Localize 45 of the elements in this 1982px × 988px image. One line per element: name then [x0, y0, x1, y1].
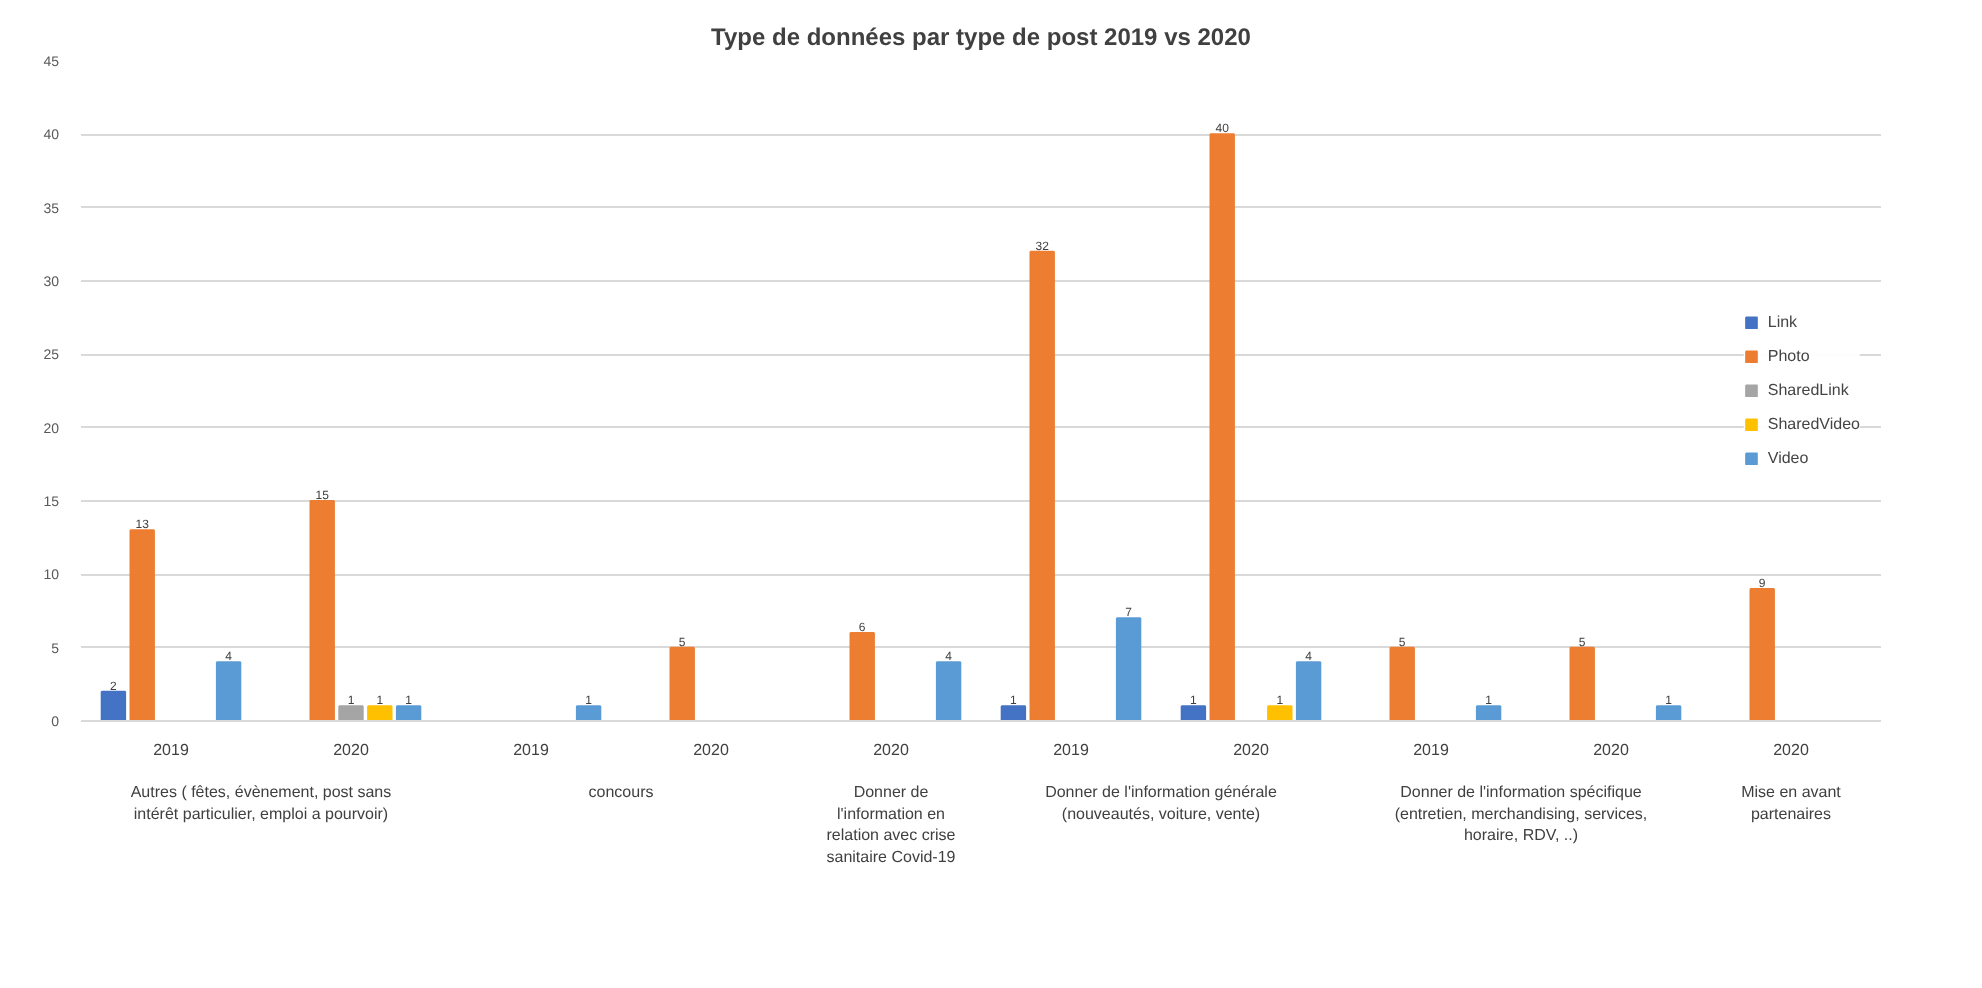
bar: [1029, 250, 1055, 721]
bar: [1115, 617, 1142, 721]
text: Donner de l'information générale (nouveautés, voiture, vente): [1045, 783, 1278, 823]
x-tick-label: 2020: [693, 741, 730, 759]
bar: [1475, 705, 1502, 721]
x-tick-label: 2019: [513, 741, 550, 759]
bar: [1209, 133, 1235, 721]
bar: [367, 705, 393, 721]
bar: [1295, 661, 1322, 721]
legend-label: Photo: [1767, 347, 1810, 365]
text: Donner de l'information en relation avec crise sanitaire Covid-19: [826, 783, 957, 866]
legend-label: Link: [1767, 313, 1800, 331]
bar: [849, 632, 875, 721]
legend-label: Video: [1767, 449, 1809, 467]
x-tick-label: 2019: [153, 741, 190, 759]
bar: [215, 661, 242, 721]
x-tick-label: 2019: [1053, 741, 1090, 759]
x-tick-label: 2020: [1773, 741, 1810, 759]
bar: [935, 661, 962, 721]
x-tick-label: 2019: [1413, 741, 1450, 759]
legend-label: SharedLink: [1767, 381, 1849, 399]
bar: [669, 646, 695, 721]
bar: [1267, 705, 1293, 721]
bar: [395, 705, 422, 721]
text: concours: [588, 783, 654, 801]
bar: [1000, 705, 1027, 721]
bar: [1389, 646, 1415, 721]
x-tick-label: 2020: [1593, 741, 1630, 759]
chart-title: Type de données par type de post 2019 vs 2020: [711, 23, 1252, 51]
legend-label: SharedVideo: [1767, 415, 1860, 433]
bar: [100, 690, 127, 721]
bar: [338, 705, 364, 721]
bar: [1655, 705, 1682, 721]
bar: [129, 529, 155, 721]
text: Autres ( fêtes, évènement, post sans intérêt particulier, emploi a pourvoir): [130, 783, 392, 823]
bar: [1569, 646, 1595, 721]
text: Donner de l'information spécifique (entretien, merchandising, services, horaire, RDV, ..): [1394, 783, 1648, 845]
bar: [1180, 705, 1207, 721]
text: Mise en avant partenaires: [1741, 783, 1843, 823]
x-tick-label: 2020: [1233, 741, 1270, 759]
x-tick-label: 2020: [333, 741, 370, 759]
bar: [575, 705, 602, 721]
bar: [1749, 588, 1775, 721]
bar: [309, 500, 335, 721]
x-tick-label: 2020: [873, 741, 910, 759]
